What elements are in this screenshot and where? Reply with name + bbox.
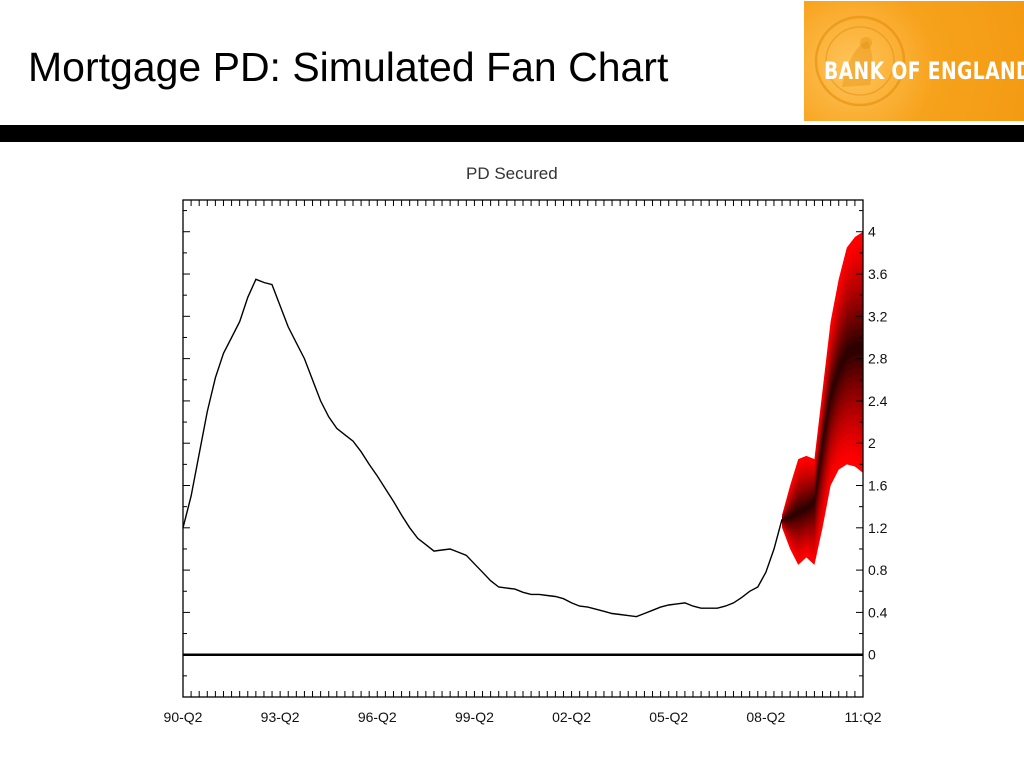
x-tick-label: 93-Q2 (261, 709, 300, 725)
y-tick-label: 0.4 (868, 604, 888, 620)
historical-pd-line (182, 278, 783, 618)
chart-title: PD Secured (466, 164, 558, 183)
plot-frame (182, 199, 864, 698)
logo-wordmark: BANK OF ENGLAND (824, 57, 1024, 85)
fan-band (782, 328, 863, 523)
y-tick-label: 2.8 (868, 351, 888, 367)
y-tick-label: 0 (868, 647, 876, 663)
bank-of-england-logo: BANK OF ENGLAND (804, 1, 1024, 121)
x-tick-label: 90-Q2 (164, 709, 203, 725)
slide-title: Mortgage PD: Simulated Fan Chart (28, 44, 669, 90)
line-layer (182, 278, 863, 656)
x-tick-label: 05-Q2 (649, 709, 688, 725)
y-tick-label: 0.8 (868, 562, 888, 578)
y-tick-label: 3.2 (868, 308, 888, 324)
fan-layer (782, 231, 863, 565)
x-tick-label: 96-Q2 (358, 709, 397, 725)
x-tick-label: 99-Q2 (455, 709, 494, 725)
x-tick-label: 11:Q2 (844, 709, 881, 725)
ticks-layer (182, 200, 864, 698)
x-tick-label: 02-Q2 (552, 709, 591, 725)
title-divider (0, 125, 1024, 142)
labels-layer: 0 0.4 0.8 1.2 1.6 2 2.4 2.8 3.2 3.6 4 90-Q2 93-Q2 96-… (164, 224, 888, 725)
britannia-seal-icon (814, 15, 906, 107)
y-tick-label: 2.4 (868, 393, 888, 409)
y-tick-label: 1.6 (868, 478, 888, 494)
y-tick-label: 4 (868, 224, 876, 240)
x-tick-label: 08-Q2 (746, 709, 785, 725)
y-tick-label: 2 (868, 435, 876, 451)
y-tick-label: 3.6 (868, 266, 888, 282)
y-tick-label: 1.2 (868, 520, 888, 536)
